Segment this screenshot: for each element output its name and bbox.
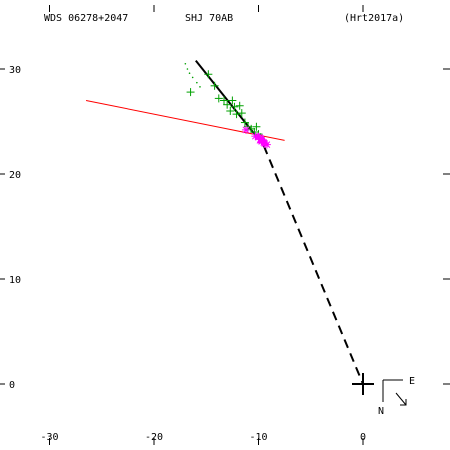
observation-plus — [223, 100, 232, 109]
observation-plus — [228, 96, 237, 105]
observation-asterisk — [241, 125, 250, 134]
fit-line — [85, 100, 285, 141]
observation-plus — [220, 96, 229, 105]
observation-plus — [252, 122, 261, 131]
observation-dot — [186, 68, 189, 70]
observation-plus — [214, 94, 223, 103]
observation-plus — [186, 88, 195, 97]
discoverer-label: SHJ 70AB — [185, 13, 233, 24]
orbit-dashed-line — [262, 145, 364, 385]
east-label: E — [409, 376, 415, 387]
observation-triangle — [260, 138, 269, 146]
observation-plus — [230, 102, 239, 111]
orbit-lines — [85, 59, 374, 395]
observation-plus — [240, 118, 249, 127]
orbit-solid-line — [195, 59, 265, 147]
observation-dot — [188, 72, 191, 74]
x-tick-label: -20 — [145, 432, 163, 443]
observation-dot — [199, 86, 201, 88]
observation-dot — [191, 76, 194, 79]
y-tick-label: 30 — [9, 65, 21, 76]
observation-dot — [196, 81, 198, 84]
axis-ticks: -30 -20 -10 0 0 10 20 30 — [0, 5, 450, 445]
motion-arrow-icon — [395, 392, 407, 406]
observation-dot — [184, 62, 187, 65]
y-tick-label: 10 — [9, 275, 21, 286]
observation-plus — [226, 107, 235, 115]
y-tick-label: 20 — [9, 170, 21, 181]
north-label: N — [378, 406, 384, 417]
observation-plus — [237, 109, 246, 118]
observation-plus — [232, 110, 241, 119]
motion-arrow-head-icon — [400, 399, 407, 406]
reference-label: (Hrt2017a) — [344, 13, 404, 24]
observation-points — [184, 62, 271, 149]
x-tick-label: -30 — [40, 432, 58, 443]
orientation-indicator: EN — [378, 376, 415, 417]
x-tick-label: -10 — [249, 432, 267, 443]
observation-plus — [204, 70, 213, 79]
wds-id-label: WDS 06278+2047 — [44, 13, 128, 24]
x-tick-label: 0 — [360, 432, 366, 443]
observation-plus — [210, 81, 219, 90]
observation-plus — [235, 101, 244, 110]
y-tick-label: 0 — [9, 380, 15, 391]
